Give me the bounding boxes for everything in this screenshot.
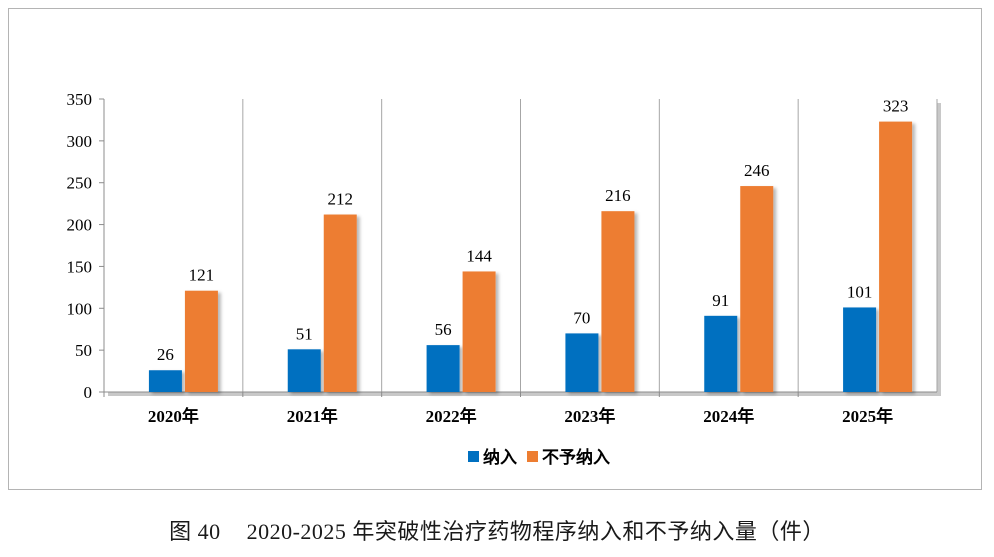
x-category-label: 2023年 bbox=[564, 406, 615, 426]
bar-included bbox=[565, 333, 599, 392]
data-label: 216 bbox=[605, 186, 631, 205]
figure-title: 2020-2025 年突破性治疗药物程序纳入和不予纳入量（件） bbox=[246, 519, 825, 544]
y-tick-label: 250 bbox=[67, 174, 93, 193]
data-label: 212 bbox=[328, 190, 354, 209]
x-category-label: 2021年 bbox=[287, 406, 338, 426]
legend-label: 不予纳入 bbox=[542, 447, 610, 467]
y-tick-label: 300 bbox=[67, 132, 93, 151]
bar-not-included bbox=[601, 211, 635, 392]
data-label: 51 bbox=[296, 324, 313, 343]
bar-not-included bbox=[879, 121, 913, 393]
x-category-label: 2020年 bbox=[148, 406, 199, 426]
bar-not-included bbox=[184, 290, 218, 392]
x-category-label: 2025年 bbox=[842, 406, 893, 426]
bar-not-included bbox=[323, 214, 357, 392]
data-label: 323 bbox=[883, 97, 909, 116]
bar-included bbox=[426, 345, 460, 392]
data-label: 246 bbox=[744, 161, 770, 180]
bar-included bbox=[704, 315, 738, 392]
data-label: 144 bbox=[466, 246, 492, 265]
bar-not-included bbox=[740, 186, 774, 392]
bar-included bbox=[843, 307, 877, 392]
data-label: 56 bbox=[435, 320, 452, 339]
chart-frame bbox=[8, 8, 982, 490]
bar-included bbox=[287, 349, 321, 392]
data-label: 101 bbox=[847, 282, 873, 301]
y-tick-label: 100 bbox=[67, 299, 93, 318]
y-tick-label: 200 bbox=[67, 216, 93, 235]
figure-number: 图 40 bbox=[169, 519, 221, 544]
legend-swatch bbox=[468, 451, 479, 462]
plot-shadow-bottom bbox=[108, 392, 941, 396]
bar-not-included bbox=[462, 271, 496, 392]
plot-shadow-right bbox=[937, 103, 941, 396]
x-category-label: 2024年 bbox=[703, 406, 754, 426]
x-category-label: 2022年 bbox=[426, 406, 477, 426]
legend-label: 纳入 bbox=[483, 447, 517, 467]
y-tick-label: 50 bbox=[75, 341, 92, 360]
bar-included bbox=[148, 370, 182, 392]
data-label: 121 bbox=[189, 266, 215, 285]
data-label: 26 bbox=[157, 345, 174, 364]
figure-caption: 图 40 2020-2025 年突破性治疗药物程序纳入和不予纳入量（件） bbox=[0, 514, 994, 546]
y-tick-label: 150 bbox=[67, 257, 93, 276]
data-label: 70 bbox=[573, 308, 590, 327]
data-label: 91 bbox=[712, 291, 729, 310]
y-tick-label: 350 bbox=[67, 90, 93, 109]
y-tick-label: 0 bbox=[84, 383, 93, 402]
legend-swatch bbox=[527, 451, 538, 462]
